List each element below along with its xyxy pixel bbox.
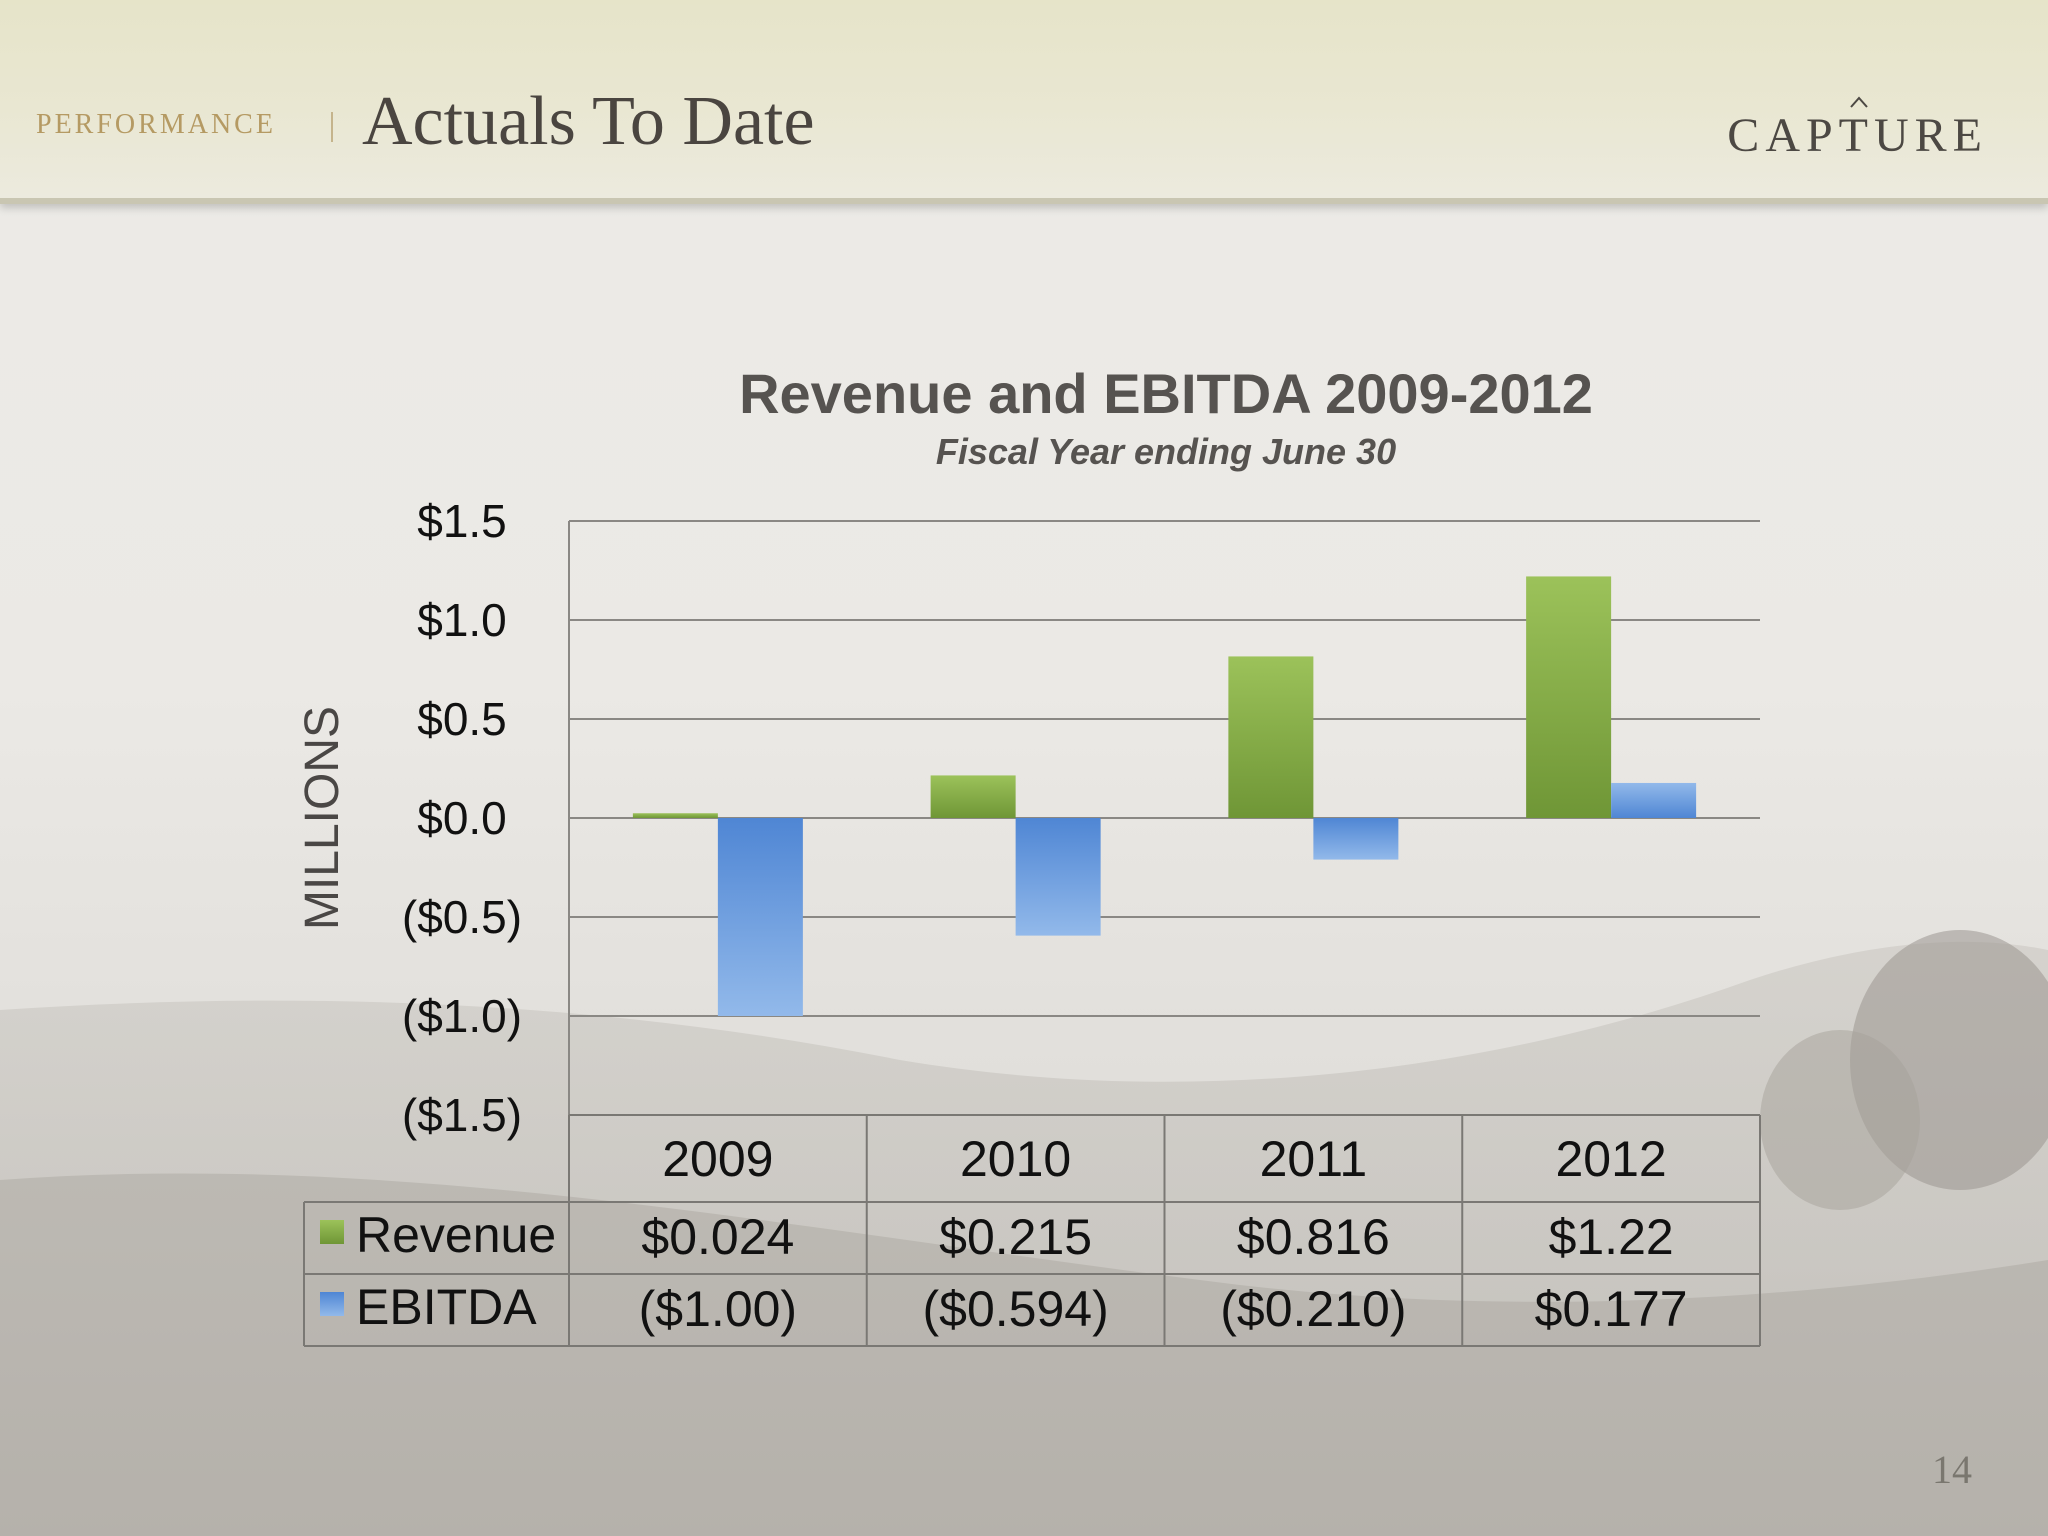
data-label: ($0.210) bbox=[1220, 1281, 1406, 1337]
ebitda-bar bbox=[1015, 818, 1101, 936]
series-name: Revenue bbox=[356, 1207, 556, 1263]
data-label: $1.22 bbox=[1549, 1209, 1674, 1265]
data-label: ($1.00) bbox=[639, 1281, 797, 1337]
chart-subtitle: Fiscal Year ending June 30 bbox=[936, 431, 1396, 472]
y-tick-label: $0.5 bbox=[417, 693, 507, 745]
page-number: 14 bbox=[1932, 1447, 1972, 1492]
y-axis-title: MILLIONS bbox=[296, 706, 349, 930]
data-label: $0.177 bbox=[1535, 1281, 1688, 1337]
x-category-label: 2009 bbox=[662, 1131, 773, 1187]
y-tick-label: ($1.5) bbox=[402, 1089, 522, 1141]
chart-title: Revenue and EBITDA 2009-2012 bbox=[739, 362, 1593, 425]
revenue-bar bbox=[1228, 656, 1314, 818]
series-name: EBITDA bbox=[356, 1279, 537, 1335]
revenue-bar bbox=[1526, 576, 1612, 818]
data-label: $0.215 bbox=[939, 1209, 1092, 1265]
y-tick-label: $1.0 bbox=[417, 594, 507, 646]
x-category-label: 2012 bbox=[1556, 1131, 1667, 1187]
y-tick-label: ($0.5) bbox=[402, 891, 522, 943]
y-tick-label: ($1.0) bbox=[402, 990, 522, 1042]
data-label: $0.816 bbox=[1237, 1209, 1390, 1265]
data-label: $0.024 bbox=[641, 1209, 794, 1265]
company-logo: CAPTURE bbox=[1727, 109, 1988, 162]
header-divider bbox=[331, 112, 333, 142]
ebitda-bar bbox=[717, 818, 803, 1016]
ebitda-legend-swatch bbox=[320, 1292, 344, 1316]
data-label: ($0.594) bbox=[923, 1281, 1109, 1337]
logo-accent-icon bbox=[1850, 96, 1868, 108]
revenue-bar bbox=[930, 775, 1016, 818]
revenue-bar bbox=[632, 813, 718, 818]
y-tick-label: $0.0 bbox=[417, 792, 507, 844]
ebitda-bar bbox=[1611, 782, 1697, 818]
revenue-legend-swatch bbox=[320, 1220, 344, 1244]
section-label: PERFORMANCE bbox=[36, 109, 276, 140]
ebitda-bar bbox=[1313, 818, 1399, 860]
x-category-label: 2010 bbox=[960, 1131, 1071, 1187]
page-title: Actuals To Date bbox=[362, 83, 815, 160]
y-tick-label: $1.5 bbox=[417, 495, 507, 547]
x-category-label: 2011 bbox=[1260, 1131, 1368, 1187]
header-bar: PERFORMANCE Actuals To Date CAPTURE bbox=[0, 0, 2048, 204]
